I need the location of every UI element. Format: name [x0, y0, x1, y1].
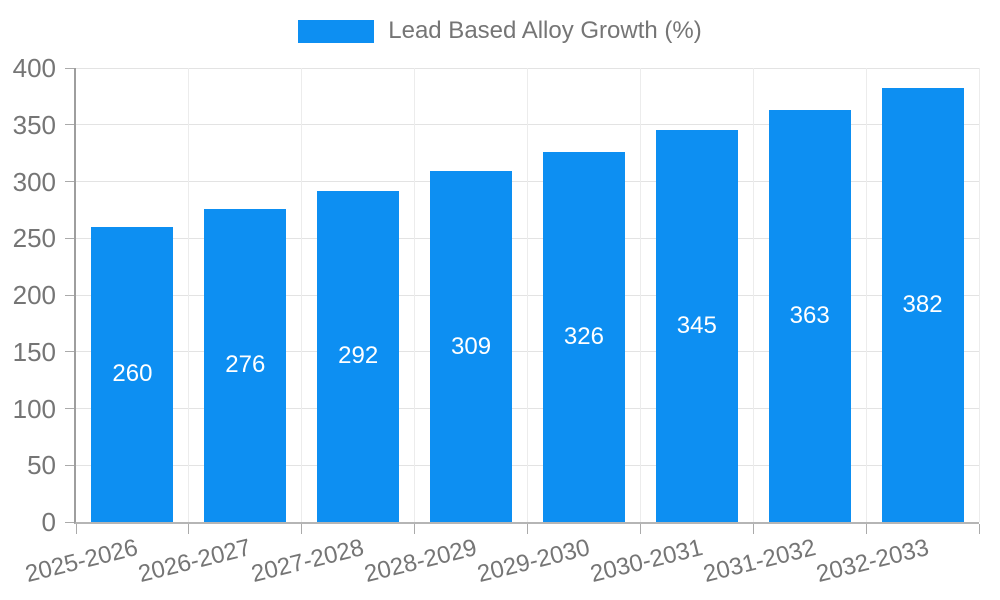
x-axis-label: 2027-2028 — [248, 534, 367, 588]
x-axis-label: 2031-2032 — [700, 534, 819, 588]
bar-value-label: 292 — [338, 342, 379, 370]
x-axis-label: 2025-2026 — [23, 534, 141, 588]
gridline-vertical — [188, 68, 190, 522]
y-axis-label: 350 — [12, 109, 56, 140]
y-axis-label: 150 — [12, 336, 56, 367]
y-axis-label: 300 — [12, 166, 56, 197]
y-axis-label: 0 — [41, 507, 56, 537]
bar-2031-2032[interactable]: 363 — [768, 110, 851, 522]
bar-value-label: 345 — [676, 312, 717, 340]
bar-2027-2028[interactable]: 292 — [317, 190, 400, 522]
gridline-vertical — [301, 68, 303, 522]
gridline-vertical — [752, 68, 754, 522]
bar-2032-2033[interactable]: 382 — [881, 88, 964, 522]
y-axis-label: 50 — [27, 450, 56, 481]
y-axis-label: 250 — [12, 223, 56, 254]
bar-2026-2027[interactable]: 276 — [204, 208, 287, 522]
y-axis-label: 100 — [12, 393, 56, 424]
x-axis-tick — [301, 524, 303, 534]
y-axis-tick — [65, 521, 74, 523]
legend-item[interactable]: Lead Based Alloy Growth (%) — [0, 17, 1000, 45]
x-axis-tick — [75, 524, 77, 534]
gridline-vertical — [414, 68, 416, 522]
plot-area: 260 276 292 309 326 345 363 382 — [65, 67, 980, 534]
y-axis-tick — [65, 351, 74, 353]
y-axis-tick — [65, 464, 74, 466]
x-axis-tick — [865, 524, 867, 534]
x-axis-tick — [752, 524, 754, 534]
x-axis-label: 2030-2031 — [587, 534, 706, 588]
bar-value-label: 363 — [789, 302, 830, 329]
x-axis-tick — [978, 524, 980, 534]
bar-2028-2029[interactable]: 309 — [430, 171, 513, 522]
y-axis-tick — [65, 124, 74, 126]
x-axis-label: 2028-2029 — [361, 534, 480, 588]
bar-2029-2030[interactable]: 326 — [542, 152, 625, 522]
x-axis-tick — [527, 524, 528, 534]
bar-value-label: 326 — [563, 323, 604, 350]
legend-swatch-icon — [298, 19, 375, 43]
x-axis-label: 2029-2030 — [474, 534, 593, 588]
gridline-vertical — [639, 68, 641, 522]
bar-value-label: 309 — [451, 332, 492, 360]
y-axis-tick — [65, 67, 74, 69]
bar-value-label: 276 — [225, 351, 266, 379]
gridline-vertical — [978, 68, 980, 522]
bar-2030-2031[interactable]: 345 — [655, 130, 738, 522]
y-axis-tick — [65, 294, 74, 296]
bar-value-label: 260 — [112, 360, 153, 388]
gridline-vertical — [527, 68, 528, 522]
x-axis-tick — [188, 524, 190, 534]
x-axis-tick — [414, 524, 416, 534]
y-axis-label: 400 — [12, 53, 56, 83]
x-axis-tick — [639, 524, 641, 534]
y-axis-tick — [65, 408, 74, 409]
y-axis-label: 200 — [12, 280, 56, 310]
x-axis-label: 2026-2027 — [135, 534, 254, 588]
bar-2025-2026[interactable]: 260 — [91, 226, 174, 522]
y-axis-tick — [65, 237, 74, 239]
y-axis-tick — [65, 181, 74, 182]
bar-value-label: 382 — [902, 291, 943, 319]
legend-label: Lead Based Alloy Growth (%) — [388, 17, 702, 44]
x-axis-label: 2032-2033 — [813, 534, 932, 588]
gridline-vertical — [865, 68, 867, 522]
